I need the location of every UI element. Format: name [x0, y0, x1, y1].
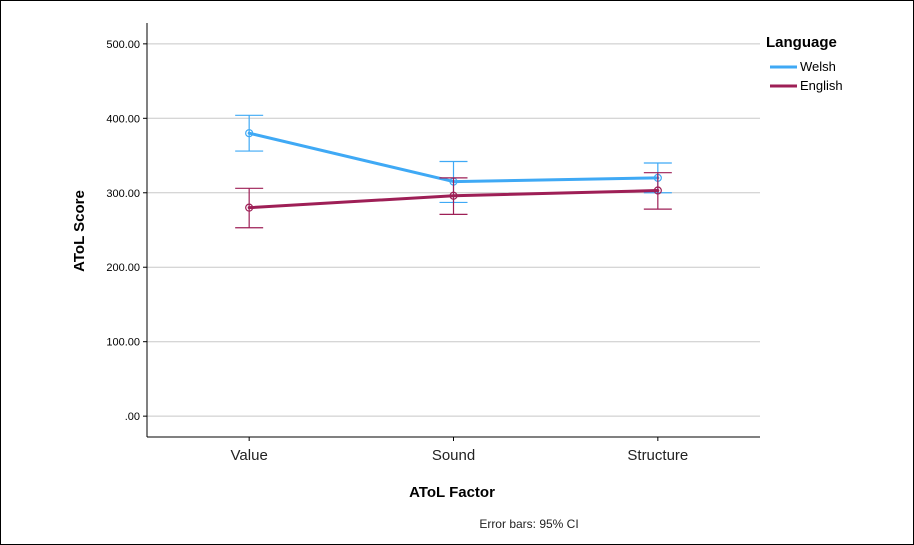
- legend-label: English: [800, 78, 843, 93]
- y-tick-label: 100.00: [106, 337, 140, 349]
- x-tick-label: Sound: [432, 447, 475, 464]
- grid-lines: [147, 43, 760, 417]
- legend-label: Welsh: [800, 59, 836, 74]
- y-tick-label: 200.00: [106, 262, 140, 274]
- y-tick-labels: .00 100.00 200.00 300.00 400.00 500.00: [106, 39, 147, 423]
- data-point: [449, 191, 458, 200]
- axes: [146, 23, 760, 438]
- data-point: [653, 186, 662, 195]
- y-tick-label: 500.00: [106, 39, 140, 51]
- legend: Language Welsh English: [766, 34, 843, 93]
- x-tick-label: Value: [231, 447, 268, 464]
- data-point: [245, 203, 254, 212]
- series-line: [247, 189, 660, 210]
- series: [235, 114, 672, 229]
- y-axis-title: AToL Score: [71, 190, 88, 272]
- data-point: [245, 129, 254, 138]
- legend-item-welsh: Welsh: [770, 59, 836, 74]
- x-tick-label: Structure: [627, 447, 688, 464]
- y-tick-label: .00: [125, 411, 140, 423]
- y-tick-label: 300.00: [106, 188, 140, 200]
- error-bars-note: Error bars: 95% CI: [479, 517, 578, 531]
- y-tick-label: 400.00: [106, 113, 140, 125]
- x-axis-title: AToL Factor: [409, 484, 495, 501]
- legend-items: Welsh English: [770, 59, 843, 93]
- legend-item-english: English: [770, 78, 843, 93]
- x-tick-labels: Value Sound Structure: [231, 437, 688, 464]
- series-english: [235, 172, 672, 229]
- legend-title: Language: [766, 34, 837, 51]
